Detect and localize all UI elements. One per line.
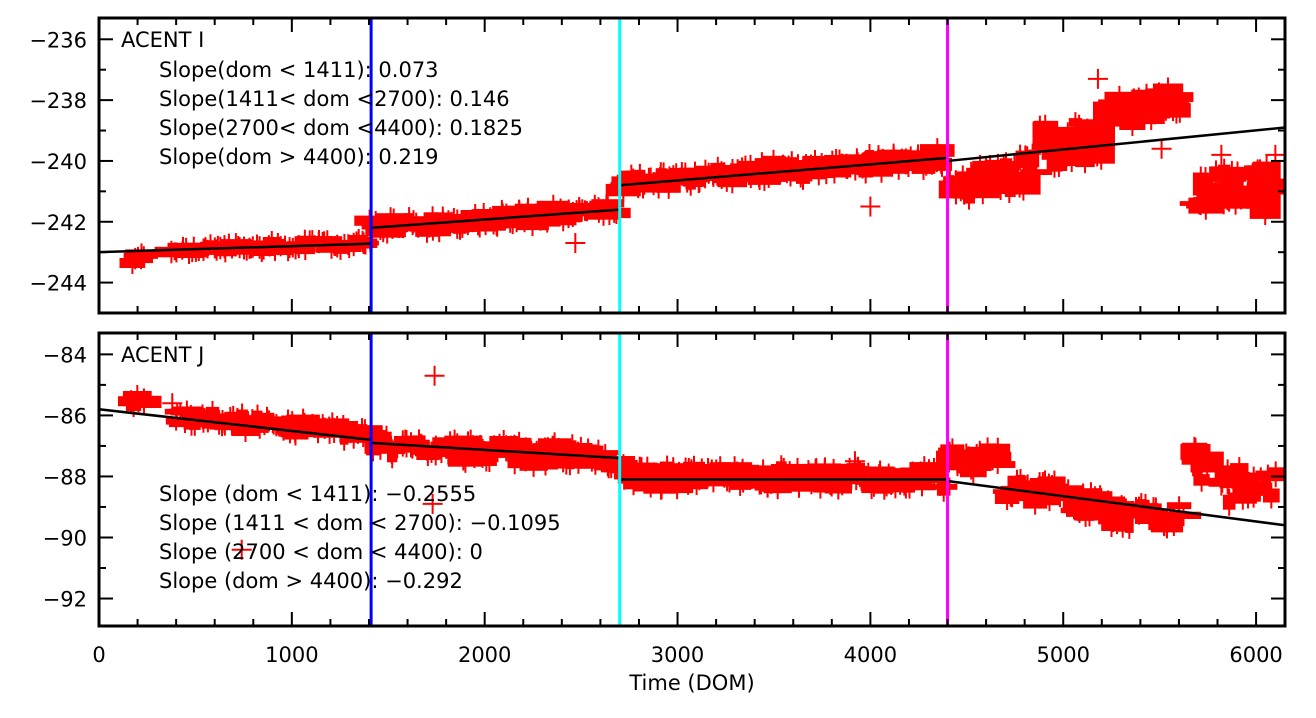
slope-annotation: Slope (dom > 4400): −0.292 [159, 569, 463, 593]
fit-line-segment-3 [619, 156, 948, 187]
slope-annotation: Slope(dom > 4400): 0.219 [159, 145, 439, 169]
slope-annotation: Slope (2700 < dom < 4400): 0 [159, 540, 483, 564]
y-tick-label: −88 [43, 465, 87, 489]
x-axis-label: Time (DOM) [628, 671, 754, 695]
y-tick-label: −236 [29, 28, 87, 52]
y-tick-label: −242 [29, 211, 87, 235]
panels-layer: −236 −238 −240 −242 −244 ACENT I Slope(dom < 1… [29, 16, 1287, 667]
panel-title: ACENT J [121, 343, 204, 367]
slope-annotation: Slope (1411 < dom < 2700): −0.1095 [159, 511, 561, 535]
panel-title: ACENT I [121, 28, 204, 52]
panel-acent-j: −84 −86 −88 −90 −92 ACENT J Slope (dom < 1411)… [43, 331, 1287, 628]
fit-line-segment-4 [947, 126, 1285, 163]
fit-line-segment-2 [371, 208, 620, 230]
y-tick-label: −238 [29, 89, 87, 113]
data-layer [99, 68, 1285, 274]
plot-frame [97, 16, 1287, 315]
plot-frame [97, 331, 1287, 628]
y-tick-label: −86 [43, 404, 87, 428]
x-tick-label: 3000 [651, 643, 704, 667]
slope-annotation: Slope(2700< dom <4400): 0.1825 [159, 116, 523, 140]
slope-annotation: Slope (dom < 1411): −0.2555 [159, 482, 476, 506]
y-tick-label: −90 [43, 526, 87, 550]
x-tick-labels: 0 1000 2000 3000 4000 5000 6000 [92, 643, 1282, 667]
x-tick-label: 5000 [1037, 643, 1090, 667]
x-tick-label: 2000 [458, 643, 511, 667]
fit-line-segment-2 [371, 441, 620, 460]
x-tick-label: 0 [92, 643, 105, 667]
y-tick-label: −240 [29, 150, 87, 174]
panel-acent-i: −236 −238 −240 −242 −244 ACENT I Slope(dom < 1… [29, 16, 1287, 315]
x-tick-label: 6000 [1229, 643, 1282, 667]
y-tick-label: −84 [43, 343, 87, 367]
y-tick-label: −92 [43, 588, 87, 612]
y-tick-label: −244 [29, 272, 87, 296]
fit-line-segment-1 [99, 408, 372, 442]
fit-line-segment-1 [99, 242, 372, 254]
fit-line-segment-4 [947, 479, 1285, 527]
data-layer [99, 365, 1285, 560]
x-tick-label: 1000 [265, 643, 318, 667]
slope-annotation: Slope(1411< dom <2700): 0.146 [159, 87, 510, 111]
slope-annotation: Slope(dom < 1411): 0.073 [159, 58, 439, 82]
x-tick-label: 4000 [844, 643, 897, 667]
